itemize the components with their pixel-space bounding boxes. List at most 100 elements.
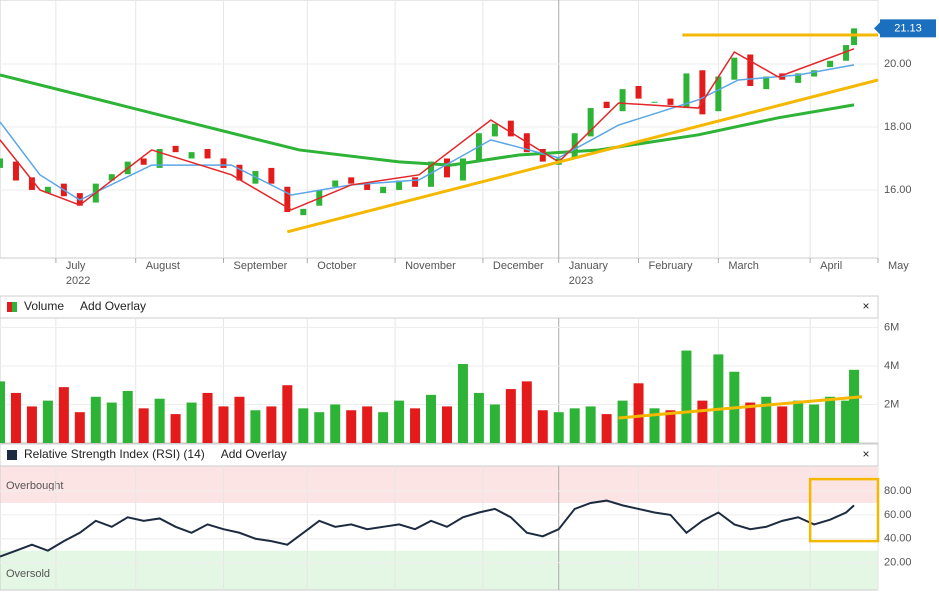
volume-bar [314, 412, 325, 443]
candle [587, 108, 594, 137]
candle [204, 149, 211, 159]
x-tick-label: July [66, 260, 86, 272]
y-tick-label: 4M [884, 360, 899, 372]
candle [236, 164, 243, 181]
y-tick-label: 20.00 [884, 58, 912, 70]
volume-bar [505, 389, 516, 443]
volume-bar [330, 404, 341, 443]
close-button[interactable]: × [862, 299, 869, 313]
candle [412, 177, 419, 187]
volume-bar [234, 396, 245, 443]
price-marker-label: 21.13 [894, 22, 922, 34]
candle [699, 70, 706, 115]
x-tick-label: February [649, 260, 694, 272]
candle [539, 149, 546, 162]
candle [811, 70, 818, 77]
volume-bar [202, 392, 213, 443]
volume-bar [521, 381, 532, 443]
volume-bar [426, 394, 437, 443]
volume-bar [777, 406, 788, 443]
volume-bar [170, 414, 181, 443]
candle [507, 120, 514, 137]
volume-bar [186, 402, 197, 443]
band [0, 466, 878, 503]
candle [715, 76, 722, 112]
rsi-line [0, 499, 855, 558]
x-tick-label: January [569, 260, 609, 272]
volume-bar [441, 406, 452, 443]
volume-bar [154, 398, 165, 443]
candle [156, 149, 163, 168]
price-marker [880, 19, 936, 38]
x-tick-label: December [493, 260, 544, 272]
y-tick-label: 60.00 [884, 509, 912, 521]
add-overlay-button[interactable]: Add Overlay [80, 299, 146, 313]
candle [795, 73, 802, 83]
candle [44, 186, 51, 194]
candle [188, 152, 195, 159]
candle [763, 76, 770, 90]
candle [747, 54, 754, 86]
volume-bar [569, 408, 580, 443]
volume-bar [825, 396, 836, 443]
legend-icon [7, 302, 12, 312]
volume-bar [537, 410, 548, 443]
moving-average-line [0, 64, 855, 201]
volume-bar [457, 364, 468, 443]
volume-bar [0, 381, 5, 443]
volume-bar [298, 408, 309, 443]
volume-bar [410, 408, 421, 443]
band-label: Overbought [6, 480, 63, 492]
volume-bar [10, 392, 21, 443]
candle [396, 180, 403, 190]
volume-bar [849, 369, 860, 443]
candle [459, 158, 466, 181]
y-tick-label: 40.00 [884, 533, 912, 545]
candle [380, 186, 387, 194]
volume-bar [26, 406, 37, 443]
y-tick-label: 2M [884, 398, 899, 410]
x-tick-label: October [317, 260, 356, 272]
y-tick-label: 80.00 [884, 485, 912, 497]
volume-bar [122, 390, 133, 443]
add-overlay-button[interactable]: Add Overlay [221, 447, 287, 461]
panel-title: Relative Strength Index (RSI) (14) [24, 447, 205, 461]
volume-bar [218, 406, 229, 443]
band [0, 550, 878, 590]
volume-bar [58, 387, 69, 443]
candle [683, 73, 690, 109]
volume-bar [394, 400, 405, 443]
close-button[interactable]: × [862, 447, 869, 461]
trendline [286, 78, 879, 234]
volume-bar [601, 414, 612, 443]
volume-bar [138, 408, 149, 443]
x-tick-label: August [146, 260, 180, 272]
candle [332, 180, 339, 187]
volume-bar [649, 408, 660, 443]
volume-bar [489, 404, 500, 443]
volume-bar [90, 396, 101, 443]
volume-bar [362, 406, 373, 443]
x-tick-label: September [233, 260, 287, 272]
year-label: 2022 [66, 275, 90, 287]
candle [667, 98, 674, 105]
y-tick-label: 18.00 [884, 121, 912, 133]
y-tick-label: 16.00 [884, 184, 912, 196]
candle [443, 158, 450, 178]
candle [651, 101, 658, 103]
volume-bar [378, 412, 389, 443]
trendline [618, 395, 863, 420]
candle [172, 145, 179, 153]
volume-bar [809, 404, 820, 443]
volume-bar [74, 412, 85, 443]
volume-bar [250, 410, 261, 443]
volume-bar [841, 400, 852, 443]
volume-bar [793, 400, 804, 443]
x-tick-label: April [820, 260, 842, 272]
volume-bar [665, 410, 676, 443]
candle [851, 28, 858, 46]
volume-bar [761, 396, 772, 443]
year-label: 2023 [569, 275, 593, 287]
candle [619, 89, 626, 112]
